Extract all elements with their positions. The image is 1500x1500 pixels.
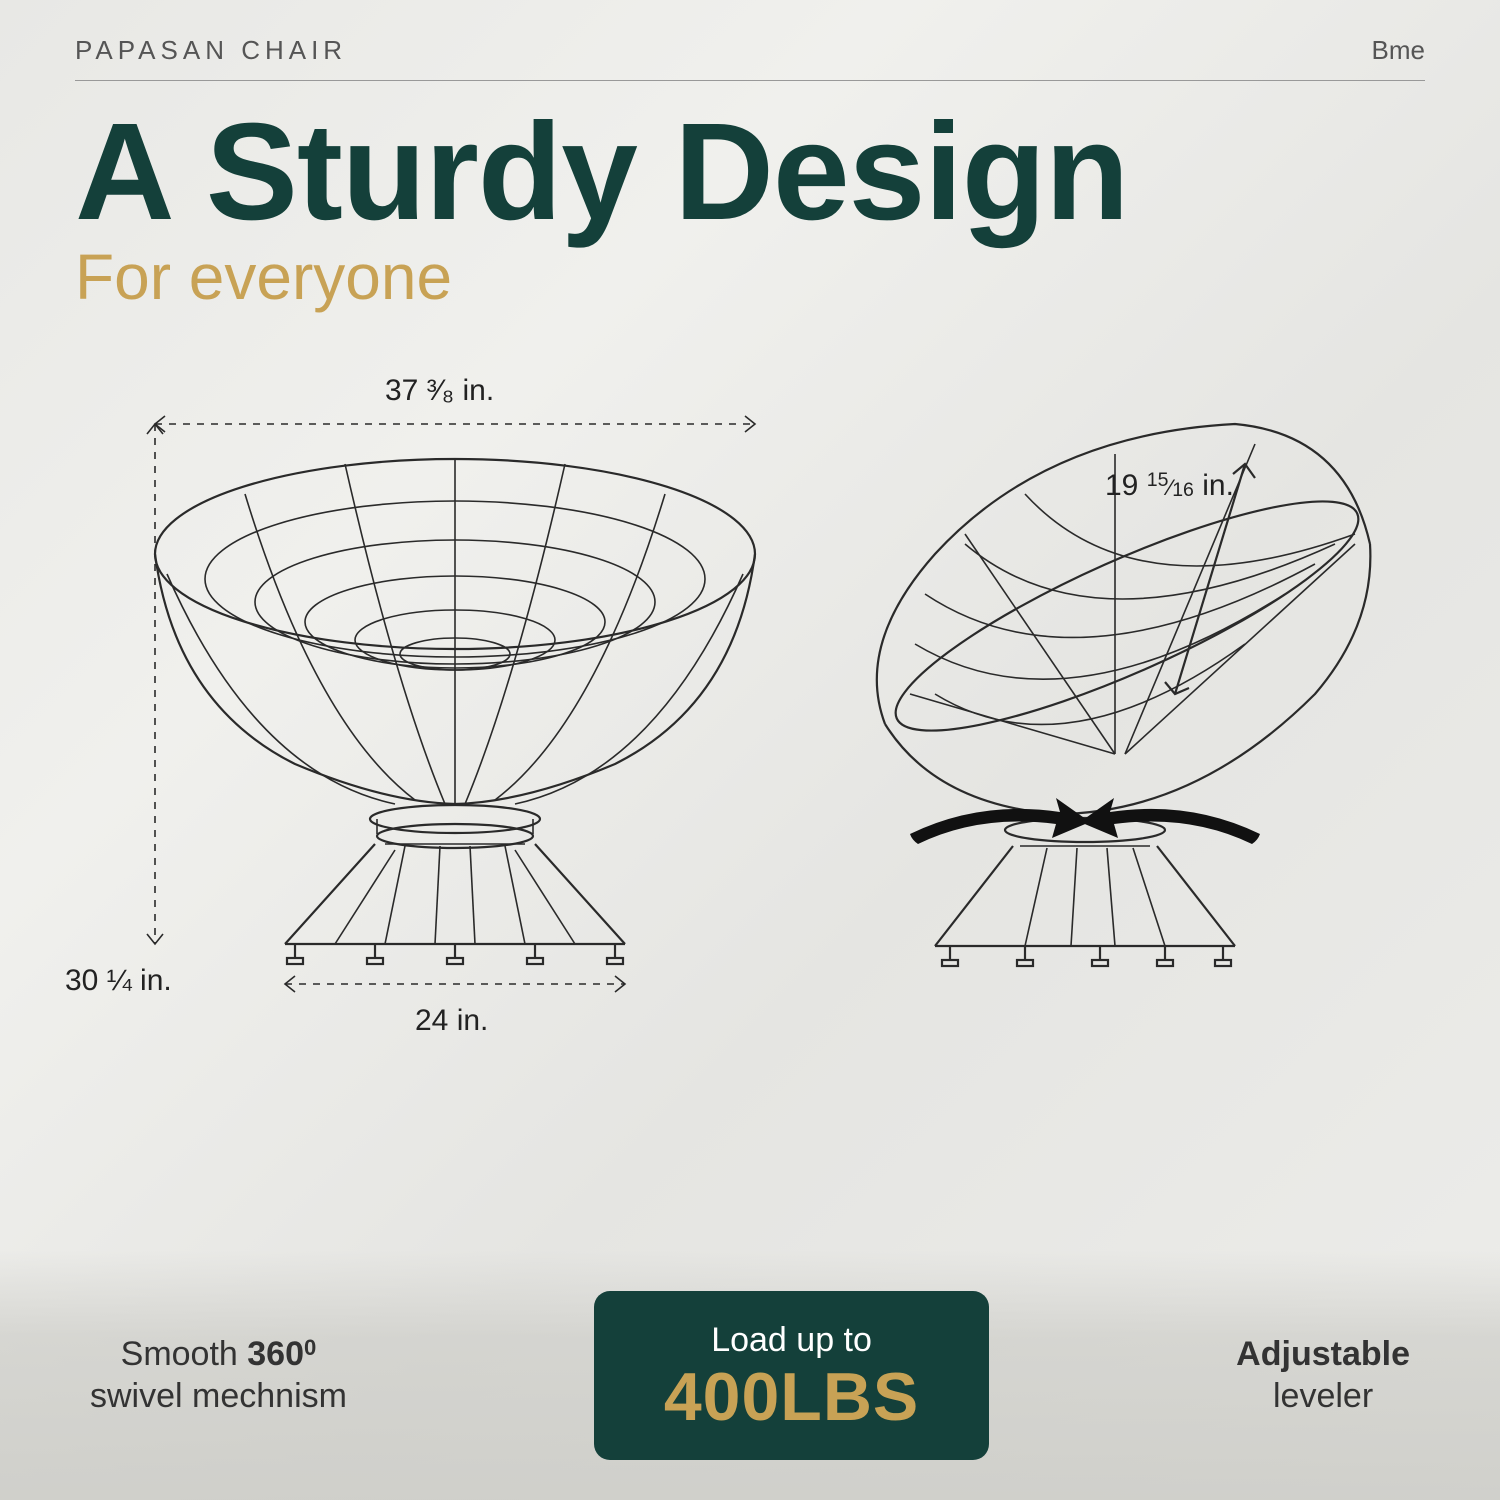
hero: A Sturdy Design For everyone <box>75 109 1425 314</box>
dim-height: 30 ¼ in. <box>65 964 172 998</box>
header: PAPASAN CHAIR Bme <box>75 35 1425 81</box>
feature-swivel: Smooth 3600 swivel mechnism <box>90 1333 347 1418</box>
brand-name: Bme <box>1372 35 1425 66</box>
chair-front-diagram <box>95 364 815 1064</box>
dim-base: 24 in. <box>415 1004 488 1038</box>
badge-bottom: 400LBS <box>664 1358 919 1436</box>
diagram-area: 37 ³⁄₈ in. 30 ¼ in. 24 in. 19 15⁄16 in. <box>75 364 1425 1144</box>
feature-load-badge: Load up to 400LBS <box>594 1291 989 1460</box>
dim-width: 37 ³⁄₈ in. <box>385 374 494 408</box>
feature-leveler: Adjustable leveler <box>1236 1333 1410 1418</box>
dim-depth: 19 15⁄16 in. <box>1105 469 1234 503</box>
page-title: A Sturdy Design <box>75 109 1425 236</box>
page-subtitle: For everyone <box>75 240 1425 314</box>
feature-bar: Smooth 3600 swivel mechnism Load up to 4… <box>0 1250 1500 1500</box>
product-name: PAPASAN CHAIR <box>75 35 347 66</box>
badge-top: Load up to <box>664 1321 919 1360</box>
